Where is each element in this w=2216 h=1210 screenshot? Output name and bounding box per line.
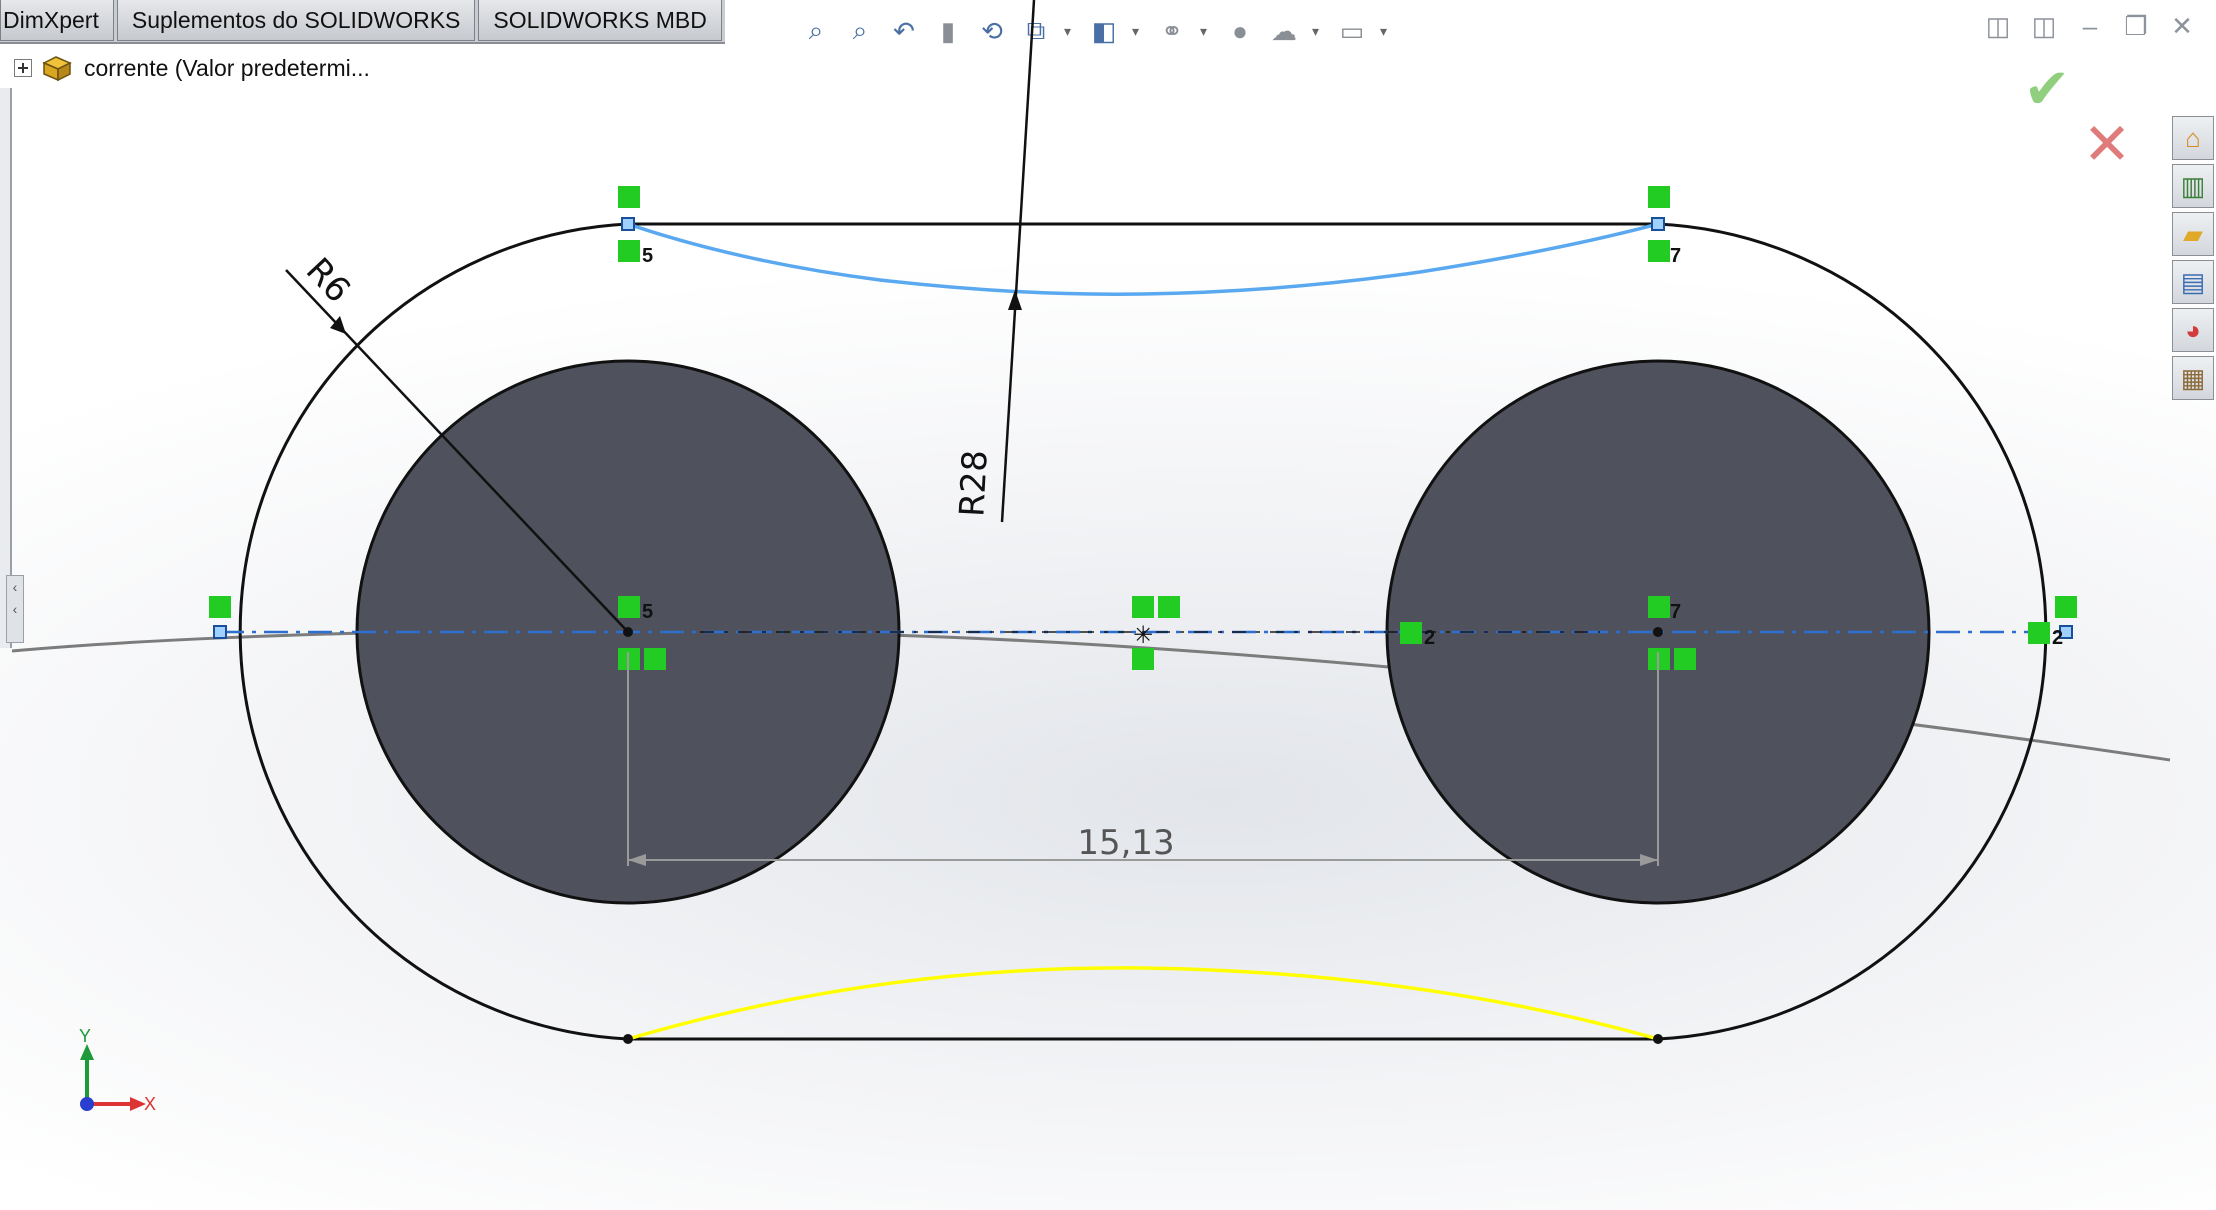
- arrowhead: [330, 316, 346, 334]
- relation-count: 2: [1424, 627, 1435, 649]
- restore-icon[interactable]: ❐: [2124, 11, 2148, 41]
- file-explorer-icon[interactable]: ▰: [2172, 212, 2214, 256]
- part-icon[interactable]: [40, 53, 74, 83]
- horizontal-relation-icon[interactable]: [1132, 596, 1154, 618]
- appearances-icon[interactable]: ◕: [2172, 308, 2214, 352]
- coincident-relation-icon[interactable]: [618, 186, 640, 208]
- tab-dimxpert[interactable]: DimXpert: [0, 0, 114, 41]
- coincident-relation-icon[interactable]: [644, 648, 666, 670]
- feature-tree-flyout: corrente (Valor predetermi...: [14, 48, 370, 88]
- endpoint[interactable]: [1651, 217, 1665, 231]
- feature-tree-item-label[interactable]: corrente (Valor predetermi...: [84, 54, 370, 81]
- view-settings-icon[interactable]: ▭: [1339, 15, 1365, 46]
- relation-count: 5: [642, 601, 653, 623]
- coincident-relation-icon[interactable]: [1648, 186, 1670, 208]
- minimize-icon[interactable]: –: [2082, 11, 2098, 41]
- triad-y-label: Y: [79, 1026, 91, 1046]
- endpoint[interactable]: [213, 625, 227, 639]
- horizontal-relation-icon[interactable]: [1158, 596, 1180, 618]
- chevron-down-icon[interactable]: ▾: [1380, 22, 1388, 39]
- arrowhead: [1640, 854, 1658, 866]
- relation-count: 5: [642, 245, 653, 267]
- arrowhead: [628, 854, 646, 866]
- custom-properties-icon[interactable]: ▦: [2172, 356, 2214, 400]
- x-icon[interactable]: ✕: [2082, 112, 2132, 177]
- relation-count: 7: [1670, 601, 1681, 623]
- task-pane-tabs: ⌂ ▥ ▰ ▤ ◕ ▦: [2172, 116, 2216, 400]
- previous-view-icon[interactable]: ↶: [893, 15, 915, 46]
- view-palette-icon[interactable]: ▤: [2172, 260, 2214, 304]
- command-manager-tabs: DimXpert Suplementos do SOLIDWORKS SOLID…: [0, 0, 725, 44]
- point[interactable]: [1653, 627, 1663, 637]
- vertical-relation-icon[interactable]: [1648, 596, 1670, 618]
- midpoint-marker[interactable]: ✳: [1133, 621, 1153, 649]
- section-view-icon[interactable]: ▮: [940, 15, 956, 46]
- concentric-relation-icon[interactable]: [1400, 622, 1422, 644]
- coincident-relation-icon[interactable]: [2055, 596, 2077, 618]
- zoom-to-fit-icon[interactable]: ⌕: [808, 15, 824, 45]
- close-icon[interactable]: ✕: [2171, 11, 2193, 41]
- dynamic-annotation-icon[interactable]: ⟲: [981, 15, 1003, 46]
- radius-dimension-r28[interactable]: R28: [952, 449, 995, 518]
- arrowhead: [1008, 290, 1022, 310]
- relation-count: 2: [2052, 627, 2063, 649]
- point[interactable]: [1653, 1034, 1663, 1044]
- vertical-relation-icon[interactable]: [618, 596, 640, 618]
- arc-bottom[interactable]: [627, 966, 1659, 1041]
- heads-up-view-toolbar: ⌕ ⌕ ↶ ▮ ⟲ ⧉ ▾ ◧ ▾ ⚭ ▾ ● ☁ ▾ ▭ ▾: [800, 8, 1392, 54]
- viewport-left-icon[interactable]: ◫: [1985, 11, 2011, 41]
- hide-show-items-icon[interactable]: ⚭: [1161, 15, 1183, 46]
- apply-scene-icon[interactable]: ☁: [1271, 15, 1297, 46]
- endpoint[interactable]: [2059, 625, 2073, 639]
- vertical-relation-icon[interactable]: [1648, 240, 1670, 262]
- chevron-down-icon[interactable]: ▾: [1200, 22, 1208, 39]
- panel-collapse-handle[interactable]: ‹ ‹: [6, 575, 24, 643]
- feature-manager-edge: [0, 88, 12, 648]
- viewport-right-icon[interactable]: ◫: [2031, 11, 2057, 41]
- coincident-relation-icon[interactable]: [1674, 648, 1696, 670]
- tab-solidworks-addins[interactable]: Suplementos do SOLIDWORKS: [116, 0, 476, 41]
- relation-glyphs: 5 7 5 7 2 2: [209, 186, 2077, 670]
- chevron-down-icon[interactable]: ▾: [1132, 22, 1140, 39]
- radius-dimension-r6[interactable]: R6: [298, 250, 358, 310]
- triad-x-label: X: [144, 1094, 156, 1114]
- arc-top[interactable]: [627, 222, 1659, 296]
- home-icon[interactable]: ⌂: [2172, 116, 2214, 160]
- display-style-icon[interactable]: ◧: [1091, 15, 1117, 46]
- chevron-down-icon[interactable]: ▾: [1312, 22, 1320, 39]
- vertical-relation-icon[interactable]: [618, 240, 640, 262]
- point[interactable]: [623, 1034, 633, 1044]
- edit-appearance-icon[interactable]: ●: [1232, 15, 1248, 46]
- concentric-relation-icon[interactable]: [2028, 622, 2050, 644]
- endpoint[interactable]: [621, 217, 635, 231]
- expand-icon[interactable]: [14, 59, 32, 77]
- tab-solidworks-mbd[interactable]: SOLIDWORKS MBD: [478, 0, 722, 41]
- check-icon[interactable]: ✔: [2023, 57, 2071, 120]
- dimension-leader-r28: [1000, 0, 1036, 523]
- horizontal-relation-icon[interactable]: [1132, 648, 1154, 670]
- relation-count: 7: [1670, 245, 1681, 267]
- distance-dimension[interactable]: 15,13: [1077, 823, 1174, 863]
- design-library-icon[interactable]: ▥: [2172, 164, 2214, 208]
- zoom-to-area-icon[interactable]: ⌕: [852, 15, 868, 45]
- chevron-down-icon[interactable]: ▾: [1064, 22, 1072, 39]
- coincident-relation-icon[interactable]: [209, 596, 231, 618]
- coordinate-triad: Y X: [79, 1026, 156, 1114]
- window-controls: ◫ ◫ – ❐ ✕: [1984, 12, 2196, 40]
